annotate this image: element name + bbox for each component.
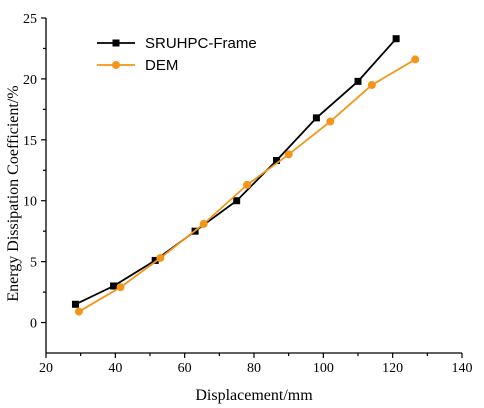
- data-point: [411, 55, 420, 64]
- legend-label: DEM: [145, 57, 178, 74]
- data-point: [367, 81, 376, 89]
- x-tick-label: 20: [39, 361, 53, 376]
- y-axis-ticks: 0 5 10 15 20 25: [23, 12, 46, 332]
- series-2: [74, 55, 420, 316]
- data-point: [312, 114, 320, 122]
- x-tick-label: 120: [382, 361, 403, 376]
- data-point: [392, 35, 400, 43]
- data-point: [110, 282, 118, 290]
- legend-marker: [112, 61, 120, 69]
- data-point: [273, 157, 281, 165]
- y-tick-label: 5: [30, 256, 37, 271]
- legend: SRUHPC-Frame DEM: [97, 35, 257, 74]
- y-tick-label: 20: [23, 73, 37, 88]
- data-point: [116, 283, 125, 292]
- legend-label: SRUHPC-Frame: [145, 35, 257, 52]
- series-layer: [71, 35, 420, 316]
- series-line: [75, 38, 397, 306]
- x-axis-ticks: 20 40 60 80 100 120 140: [39, 353, 473, 376]
- data-point: [151, 256, 159, 264]
- x-tick-label: 80: [247, 361, 261, 376]
- data-point: [326, 117, 335, 126]
- data-point: [354, 77, 362, 85]
- data-point: [233, 197, 241, 205]
- data-point: [156, 253, 165, 262]
- series-1: [71, 35, 400, 308]
- data-point: [74, 307, 83, 316]
- data-point: [284, 150, 293, 159]
- x-axis-label: Displacement/mm: [195, 387, 313, 404]
- data-point: [71, 300, 79, 308]
- legend-marker: [112, 39, 120, 47]
- data-point: [243, 180, 252, 189]
- y-tick-label: 0: [30, 317, 37, 332]
- y-tick-label: 15: [23, 134, 37, 149]
- legend-item: SRUHPC-Frame: [97, 35, 257, 52]
- data-point: [199, 219, 208, 228]
- legend-item: DEM: [97, 57, 178, 74]
- x-tick-label: 60: [178, 361, 192, 376]
- x-tick-label: 100: [313, 361, 334, 376]
- y-tick-label: 25: [23, 12, 37, 27]
- x-tick-label: 40: [108, 361, 122, 376]
- x-tick-label: 140: [452, 361, 473, 376]
- y-tick-label: 10: [23, 195, 37, 210]
- y-axis-label: Energy Dissipation Coefficient/%: [5, 85, 22, 301]
